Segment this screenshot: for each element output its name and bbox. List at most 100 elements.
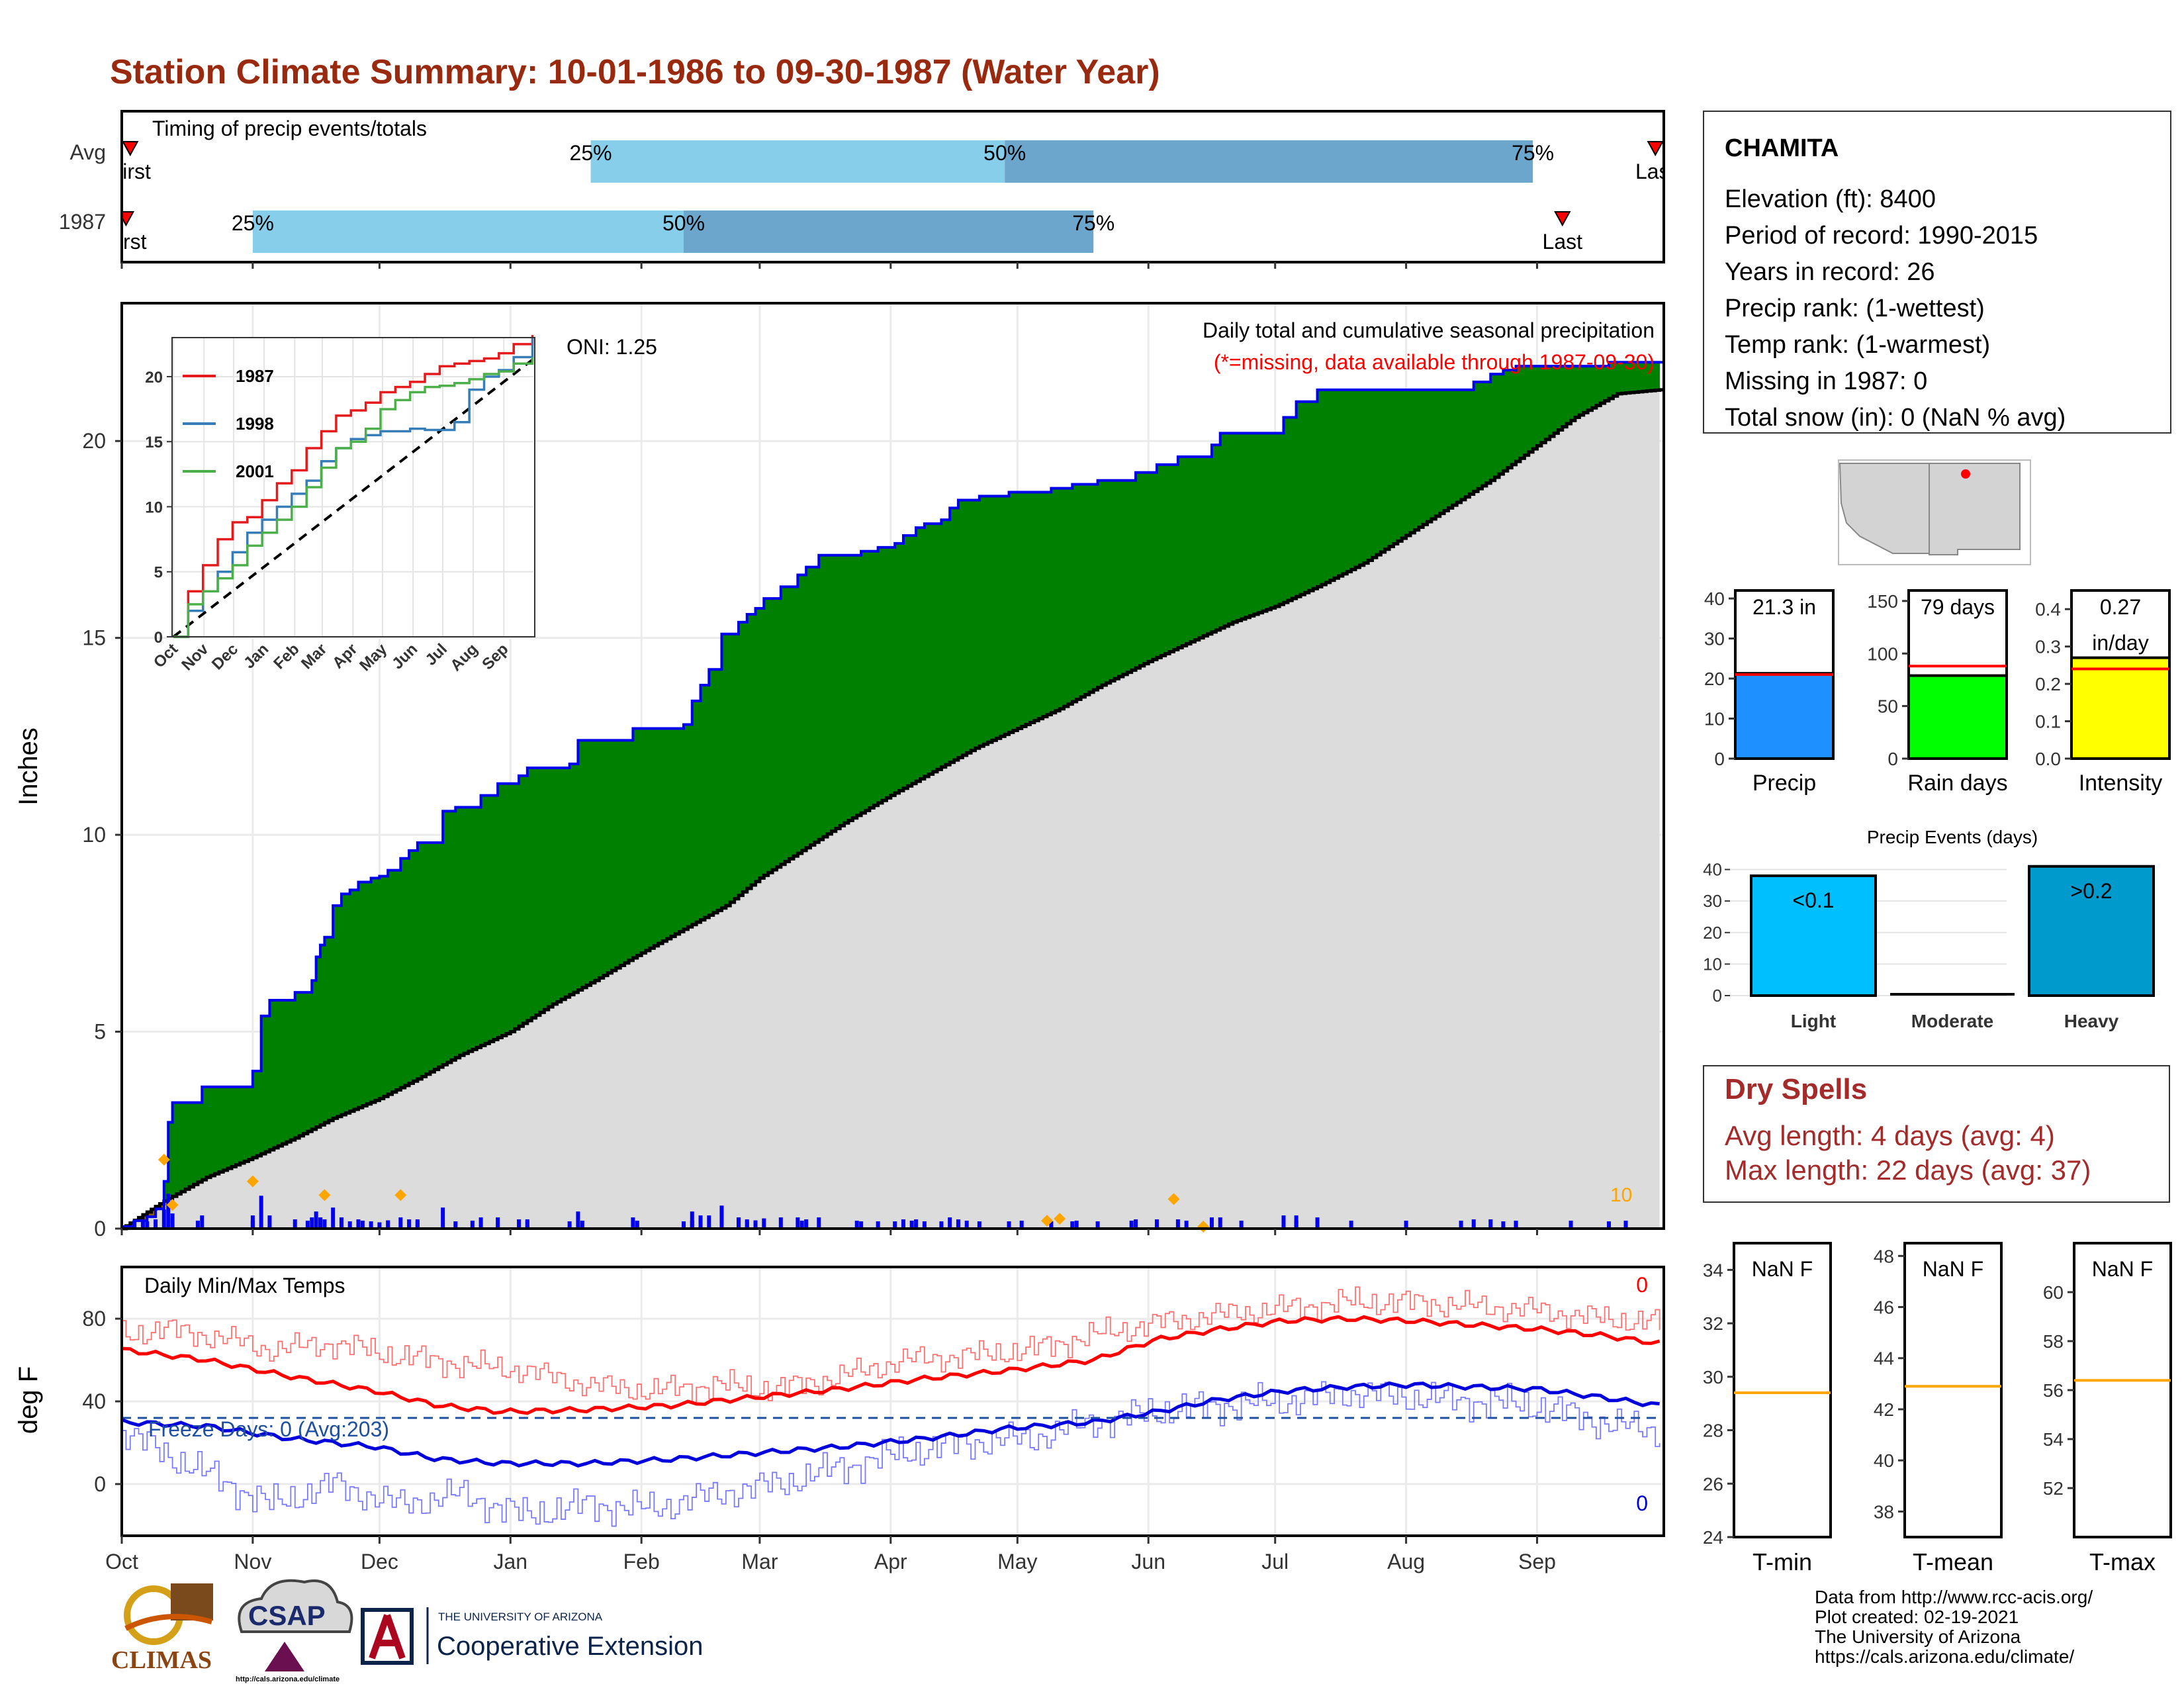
daily-precip-bar xyxy=(1281,1215,1286,1229)
csap-logo-text: CSAP xyxy=(248,1600,326,1631)
daily-precip-bar xyxy=(360,1221,365,1229)
daily-precip-bar xyxy=(525,1221,529,1229)
dry-spells-avg: Avg length: 4 days (avg: 4) xyxy=(1725,1120,2055,1151)
inset-ytick-label: 5 xyxy=(154,564,163,582)
daily-precip-bar xyxy=(145,1221,150,1229)
daily-precip-bar xyxy=(1154,1219,1159,1229)
temp-summary-ytick-label: 60 xyxy=(2043,1282,2064,1303)
temp-summary-ytick-label: 24 xyxy=(1703,1527,1723,1548)
station-info-box: CHAMITA Elevation (ft): 8400 Period of r… xyxy=(1703,111,2171,434)
month-tick-label: Apr xyxy=(874,1550,907,1573)
climas-logo-text: CLIMAS xyxy=(111,1646,212,1674)
month-tick-label: Mar xyxy=(741,1550,778,1573)
daily-precip-bar xyxy=(1404,1221,1408,1229)
daily-precip-bar xyxy=(893,1221,897,1229)
temperature-panel: deg F 0 40 80 Daily Min/Max Temps 0 0 Free… xyxy=(14,262,1665,1573)
locator-map xyxy=(1838,459,2031,565)
precip-corner-value: 10 xyxy=(1610,1184,1632,1206)
daily-precip-bar xyxy=(496,1217,500,1229)
temp-summary-ytick-label: 32 xyxy=(1703,1313,1723,1334)
daily-precip-bar xyxy=(339,1217,343,1229)
temp-summary-category-label: T-max xyxy=(2089,1548,2156,1575)
events-bar-light xyxy=(1750,874,1877,997)
daily-precip-bar xyxy=(1471,1219,1476,1229)
daily-precip-bar xyxy=(859,1221,864,1229)
oni-label: ONI: 1.25 xyxy=(567,335,657,359)
min-temp-count: 0 xyxy=(1636,1491,1648,1515)
daily-precip-bar xyxy=(310,1217,314,1229)
figure-title: Station Climate Summary: 10-01-1986 to 0… xyxy=(110,53,1160,91)
daily-precip-bar xyxy=(567,1221,572,1229)
temp-summary-ytick-label: 40 xyxy=(1874,1450,1894,1471)
precip-event-marker xyxy=(394,1189,407,1201)
daily-precip-bar xyxy=(914,1219,919,1229)
temp-summary-ytick-label: 58 xyxy=(2043,1331,2064,1352)
footer-line-data: Data from http://www.rcc-acis.org/ xyxy=(1815,1587,2093,1607)
summary-ytick-label: 0.2 xyxy=(2035,674,2061,694)
temp-summary-ytick-label: 34 xyxy=(1703,1260,1723,1280)
station-line-elevation: Elevation (ft): 8400 xyxy=(1725,185,1936,213)
daily-precip-bar xyxy=(753,1220,758,1229)
timing-first-marker-avg xyxy=(123,141,139,157)
daily-precip-bar xyxy=(356,1219,361,1229)
daily-precip-bar xyxy=(1218,1217,1222,1229)
dry-spells-frame xyxy=(1703,1065,2170,1203)
summary-value-label: in/day xyxy=(2092,631,2148,655)
summary-ytick-label: 150 xyxy=(1867,591,1898,612)
daily-precip-bar xyxy=(1501,1221,1506,1229)
inset-legend-label-2001: 2001 xyxy=(236,461,274,481)
daily-precip-bar xyxy=(259,1196,263,1229)
daily-precip-bar xyxy=(132,1220,137,1229)
summary-ytick-label: 30 xyxy=(1704,629,1725,649)
daily-precip-bar xyxy=(948,1217,952,1229)
daily-precip-bar xyxy=(580,1221,584,1229)
precip-panel-frame xyxy=(120,302,1665,1230)
temp-summary-ytick-label: 54 xyxy=(2043,1429,2064,1450)
timing-last-marker-obs xyxy=(1554,211,1571,227)
average-cumulative-area xyxy=(122,389,1660,1229)
daily-precip-bar xyxy=(1074,1221,1079,1229)
precip-event-marker xyxy=(1054,1213,1066,1225)
summary-category-label: Precip xyxy=(1752,771,1816,796)
daily-precip-bar xyxy=(200,1215,205,1229)
temp-summary-ytick-label: 42 xyxy=(1874,1399,1894,1420)
footer-line-university: The University of Arizona xyxy=(1815,1626,2021,1647)
events-category-label: Moderate xyxy=(1911,1011,1993,1031)
daily-precip-bar xyxy=(682,1221,686,1229)
timing-pct-label-avg: 75% xyxy=(1512,141,1554,165)
daily-precip-bar xyxy=(1294,1221,1298,1229)
events-ytick-label: 20 xyxy=(1703,923,1722,943)
daily-precip-bar xyxy=(1175,1219,1180,1229)
events-ytick-label: 30 xyxy=(1703,891,1722,911)
daily-precip-bar xyxy=(922,1221,927,1229)
events-bar-heavy xyxy=(2028,865,2155,998)
daily-precip-bar xyxy=(161,1209,166,1229)
station-line-snow: Total snow (in): 0 (NaN % avg) xyxy=(1725,404,2066,432)
temp-summary-ytick-label: 52 xyxy=(2043,1478,2064,1499)
temp-summary-frame-t-max xyxy=(2073,1242,2172,1538)
temperature-panel-title: Daily Min/Max Temps xyxy=(144,1274,345,1297)
daily-precip-bar xyxy=(576,1211,580,1229)
dry-spells-max: Max length: 22 days (avg: 37) xyxy=(1725,1154,2091,1186)
temp-summary-ytick-label: 28 xyxy=(1703,1421,1723,1441)
observed-min-temp-line xyxy=(122,1381,1661,1527)
timing-pct-label-obs: 75% xyxy=(1072,211,1115,235)
events-title: Precip Events (days) xyxy=(1867,827,2038,847)
inset-legend-label-1998: 1998 xyxy=(236,414,274,434)
freeze-days-label: Freeze Days: 0 (Avg:203) xyxy=(148,1417,389,1441)
ua-logo-coop-text: Cooperative Extension xyxy=(437,1632,703,1661)
precip-ytick-label: 20 xyxy=(82,429,106,453)
month-tick-label: Jul xyxy=(1261,1550,1289,1573)
month-tick-label: Jun xyxy=(1131,1550,1165,1573)
timing-last-label-obs: Last xyxy=(1543,230,1583,254)
temp-summary-frame-t-mean xyxy=(1903,1242,2003,1538)
precip-ytick-label: 10 xyxy=(82,823,106,847)
temp-summary-value-label: NaN F xyxy=(2092,1257,2153,1281)
daily-precip-bar xyxy=(195,1221,200,1229)
daily-precip-bar xyxy=(956,1219,960,1229)
daily-precip-bar xyxy=(369,1221,373,1229)
csap-logo-cloud xyxy=(238,1579,353,1633)
daily-precip-bar xyxy=(441,1207,445,1229)
precip-event-marker xyxy=(166,1199,179,1211)
daily-precip-bar xyxy=(635,1221,639,1229)
